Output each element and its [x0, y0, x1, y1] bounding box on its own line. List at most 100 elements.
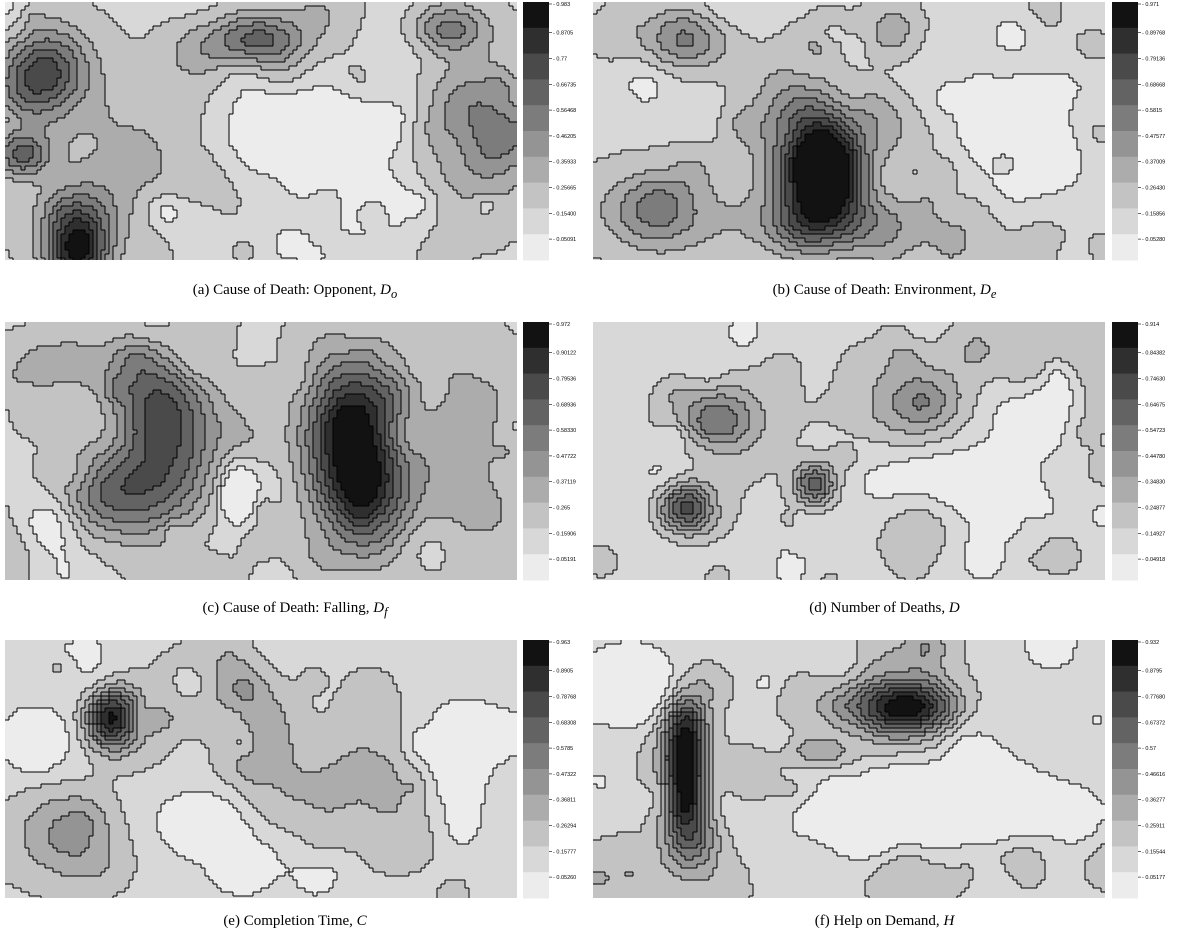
panel-a: - 0.983 - 0.8705 - 0.77 - 0.66735 - 0.56468 -… [0, 0, 590, 310]
colorbar-tick-label: - 0.68936 [553, 402, 576, 408]
colorbar-tick-label: - 0.90122 [553, 351, 576, 357]
contour-plot-c [5, 322, 517, 580]
colorbar-swatch [523, 156, 549, 184]
caption-d-symbol: D [948, 600, 960, 616]
colorbar-swatch [523, 182, 549, 209]
colorbar-a: - 0.983 - 0.8705 - 0.77 - 0.66735 - 0.56468 -… [523, 2, 578, 261]
colorbar-tick-label: - 0.05091 [553, 237, 576, 243]
caption-d-text: (d) Number of Deaths, [809, 600, 946, 616]
colorbar-swatch [1112, 27, 1138, 55]
colorbar-swatch [1112, 2, 1138, 29]
colorbar-swatch [1112, 769, 1138, 796]
colorbar-swatch [1112, 399, 1138, 426]
caption-a-subscript: o [391, 287, 398, 301]
colorbar-swatch [523, 79, 549, 106]
caption-c-symbol: D [373, 600, 385, 616]
panel-b: - 0.971 - 0.89768 - 0.79136 - 0.68668 - 0.58… [590, 0, 1179, 310]
colorbar-tick-label: - 0.46616 [1142, 772, 1165, 778]
colorbar-swatch [523, 399, 549, 426]
contour-plot-b [593, 2, 1105, 260]
colorbar-swatch [523, 476, 549, 504]
colorbar-swatch [1112, 347, 1138, 375]
colorbar-tick-label: - 0.05260 [553, 875, 576, 881]
colorbar-tick-label: - 0.36811 [553, 798, 576, 804]
colorbar-tick-label: - 0.47577 [1142, 134, 1165, 140]
colorbar-tick-label: - 0.15544 [1142, 849, 1165, 855]
colorbar-tick-label: - 0.89768 [1142, 31, 1165, 37]
contour-lines [5, 322, 517, 580]
colorbar-tick-label: - 0.35933 [553, 160, 576, 166]
contour-lines [5, 2, 517, 260]
colorbar-tick-label: - 0.15906 [553, 531, 576, 537]
caption-c-text: (c) Cause of Death: Falling, [202, 600, 370, 616]
colorbar-swatch [1112, 208, 1138, 235]
colorbar-swatch [523, 743, 549, 770]
panel-f: - 0.932 - 0.8795 - 0.77680 - 0.67372 - 0.57 -… [590, 638, 1179, 936]
colorbar-swatch [523, 872, 549, 899]
colorbar-tick-label: - 0.47322 [553, 772, 576, 778]
caption-a-symbol: D [380, 282, 392, 298]
colorbar-tick-label: - 0.37009 [1142, 160, 1165, 166]
colorbar-swatch [1112, 182, 1138, 209]
caption-b-symbol: D [980, 282, 991, 298]
colorbar-swatch [523, 794, 549, 822]
colorbar-swatch [523, 322, 549, 349]
colorbar-tick-label: - 0.44780 [1142, 454, 1165, 460]
contour-plot-d [593, 322, 1105, 580]
colorbar-tick-label: - 0.25665 [553, 186, 576, 192]
colorbar-swatch [1112, 665, 1138, 693]
colorbar-tick-label: - 0.46205 [553, 134, 576, 140]
colorbar-swatch [1112, 476, 1138, 504]
colorbar-f: - 0.932 - 0.8795 - 0.77680 - 0.67372 - 0.57 -… [1112, 640, 1167, 899]
colorbar-tick-label: - 0.963 [553, 640, 570, 646]
caption-e-text: (e) Completion Time, [223, 913, 353, 929]
colorbar-swatch [1112, 502, 1138, 529]
colorbar-tick-label: - 0.77680 [1142, 695, 1165, 701]
colorbar-tick-label: - 0.78768 [553, 695, 576, 701]
colorbar-swatch [523, 53, 549, 80]
colorbar-swatch [1112, 322, 1138, 349]
colorbar-swatch [1112, 53, 1138, 80]
colorbar-swatch [523, 2, 549, 29]
colorbar-swatch [523, 717, 549, 744]
colorbar-swatch [1112, 554, 1138, 581]
colorbar-tick-label: - 0.34830 [1142, 480, 1165, 486]
colorbar-tick-label: - 0.15400 [553, 211, 576, 217]
caption-a: (a) Cause of Death: Opponent, Do [0, 282, 590, 302]
colorbar-tick-label: - 0.37119 [553, 480, 576, 486]
colorbar-swatch [523, 373, 549, 400]
contour-plot-e [5, 640, 517, 898]
contour-lines [593, 640, 1105, 898]
contour-lines [593, 2, 1105, 260]
panel-d: - 0.914 - 0.84382 - 0.74630 - 0.64675 - 0.54… [590, 320, 1179, 620]
contour-lines [593, 322, 1105, 580]
colorbar-tick-label: - 0.68308 [553, 720, 576, 726]
colorbar-tick-label: - 0.64675 [1142, 402, 1165, 408]
colorbar-swatch [1112, 743, 1138, 770]
colorbar-tick-label: - 0.8705 [553, 31, 573, 37]
colorbar-swatch [1112, 373, 1138, 400]
colorbar-swatch [523, 554, 549, 581]
colorbar-swatch [1112, 79, 1138, 106]
colorbar-swatch [523, 347, 549, 375]
contour-plot-a [5, 2, 517, 260]
caption-f: (f) Help on Demand, H [590, 913, 1179, 930]
colorbar-tick-label: - 0.14927 [1142, 531, 1165, 537]
colorbar-tick-label: - 0.5815 [1142, 108, 1162, 114]
caption-d: (d) Number of Deaths, D [590, 600, 1179, 617]
colorbar-b: - 0.971 - 0.89768 - 0.79136 - 0.68668 - 0.58… [1112, 2, 1167, 261]
colorbar-swatch [523, 105, 549, 132]
colorbar-swatch [1112, 156, 1138, 184]
colorbar-tick-label: - 0.15856 [1142, 211, 1165, 217]
colorbar-swatch [523, 451, 549, 478]
colorbar-swatch [523, 846, 549, 873]
contour-fill [5, 640, 517, 898]
colorbar-tick-label: - 0.84382 [1142, 351, 1165, 357]
colorbar-tick-label: - 0.58330 [553, 428, 576, 434]
colorbar-tick-label: - 0.932 [1142, 640, 1159, 646]
colorbar-tick-label: - 0.54723 [1142, 428, 1165, 434]
caption-e: (e) Completion Time, C [0, 913, 590, 930]
colorbar-swatch [1112, 717, 1138, 744]
colorbar-e: - 0.963 - 0.8905 - 0.78768 - 0.68308 - 0.578… [523, 640, 578, 899]
colorbar-swatch [523, 234, 549, 261]
